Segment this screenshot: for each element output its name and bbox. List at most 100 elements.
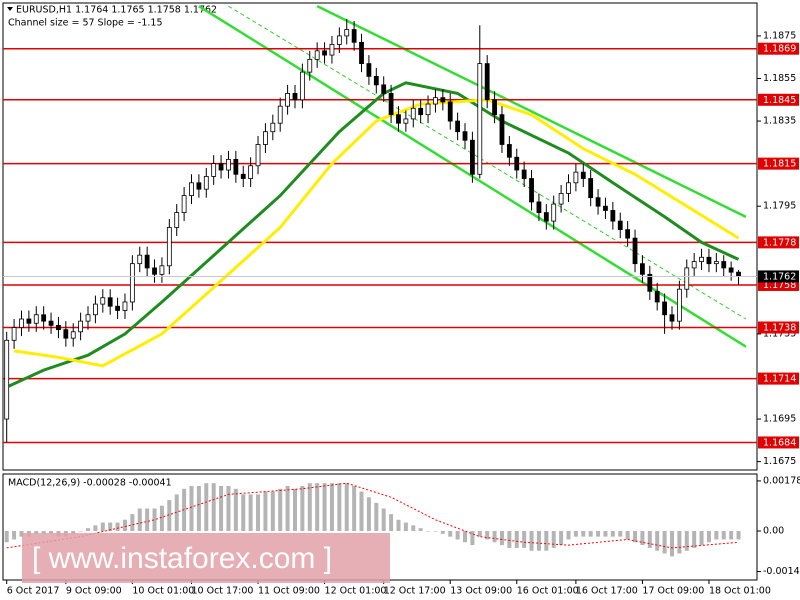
watermark-box [22,533,390,583]
level-label: 1.1869 [763,44,796,55]
macd-bar [729,531,734,540]
candle-body [706,256,712,265]
candle-body [240,173,246,179]
candle-body [307,58,313,73]
level-label-box [758,436,799,449]
candle-body [617,220,623,231]
macd-bar [692,531,697,548]
macd-bar [78,531,83,532]
macd-bar [463,531,468,543]
candle-body [521,169,527,179]
candle-body [477,63,483,175]
candle-body [373,75,379,86]
macd-bar [677,531,682,554]
macd-bar [241,494,246,532]
macd-bar [477,531,482,537]
macd-bar [300,485,305,532]
x-tick-label: 10 Oct 17:00 [192,586,254,597]
candle-body [566,182,571,194]
macd-bar [292,488,297,532]
macd-bar [706,531,711,543]
watermark-text: [ www.instaforex.com ] [32,542,332,575]
macd-bar [100,522,105,532]
level-label: 1.1778 [763,237,796,248]
macd-y-tick-label: 0.00178 [763,475,800,486]
candle-body [233,158,239,175]
candle-body [580,171,586,179]
macd-bar [522,531,527,548]
macd-bar [307,483,312,532]
candle-body [410,107,416,120]
macd-bar [507,531,512,548]
macd-bar [610,531,615,537]
macd-bar [204,483,209,532]
candle-body [403,118,409,124]
last-price-label: 1.1762 [763,271,796,282]
macd-bar [233,488,238,532]
candle-body [152,267,157,275]
candle-body [314,50,320,60]
candle-body [736,271,741,277]
candle-body [595,197,601,207]
candle-body [484,63,490,101]
candle-body [344,29,350,37]
macd-bar [219,485,224,532]
macd-bar [374,502,379,532]
level-label-box [758,236,799,249]
candle-body [218,163,224,171]
macd-bar [189,485,194,532]
trend-line [316,5,747,218]
macd-bar [167,500,172,532]
macd-bar [699,531,704,546]
macd-bar [633,531,638,543]
macd-bar [559,531,564,546]
candle-body [603,205,608,211]
candle-body [70,331,76,339]
candle-body [166,227,172,267]
y-tick-label: 1.1695 [763,414,796,425]
candle-body [536,201,542,213]
candle-body [226,158,231,171]
macd-bar [19,531,24,537]
candle-body [425,103,431,116]
candle-body [4,339,10,420]
candle-body [418,107,424,116]
macd-bar [137,508,142,532]
candle-body [26,318,32,324]
macd-bar [93,525,98,532]
macd-bar [603,531,608,537]
chart-subtitle: Channel size = 57 Slope = -1.15 [8,18,163,29]
macd-bar [226,485,231,532]
candle-body [713,261,719,265]
macd-bar [196,485,201,532]
candle-body [19,318,24,328]
candle-body [107,297,113,307]
macd-bar [366,497,371,532]
level-label: 1.1815 [763,159,796,170]
candle-body [174,212,180,228]
macd-bar [41,531,46,534]
level-label: 1.1684 [763,437,796,448]
macd-bar [625,531,630,540]
main-panel [2,2,758,471]
macd-bar [684,531,689,551]
watermark: [ www.instaforex.com ] [22,533,390,583]
candle-body [492,99,497,116]
candle-body [292,92,298,101]
macd-bar [662,531,667,554]
macd-bar [352,485,357,532]
candle-body [558,193,564,205]
candle-body [93,303,98,316]
y-tick-label: 1.1675 [763,456,796,467]
level-label: 1.1738 [763,323,796,334]
level-label-box [758,93,799,106]
macd-bar [270,491,275,532]
candle-body [277,105,283,124]
candle-body [159,265,165,275]
macd-bar [655,531,660,551]
candle-body [640,263,645,275]
candle-body [676,288,682,322]
candle-body [433,97,438,105]
macd-bar [108,522,113,532]
